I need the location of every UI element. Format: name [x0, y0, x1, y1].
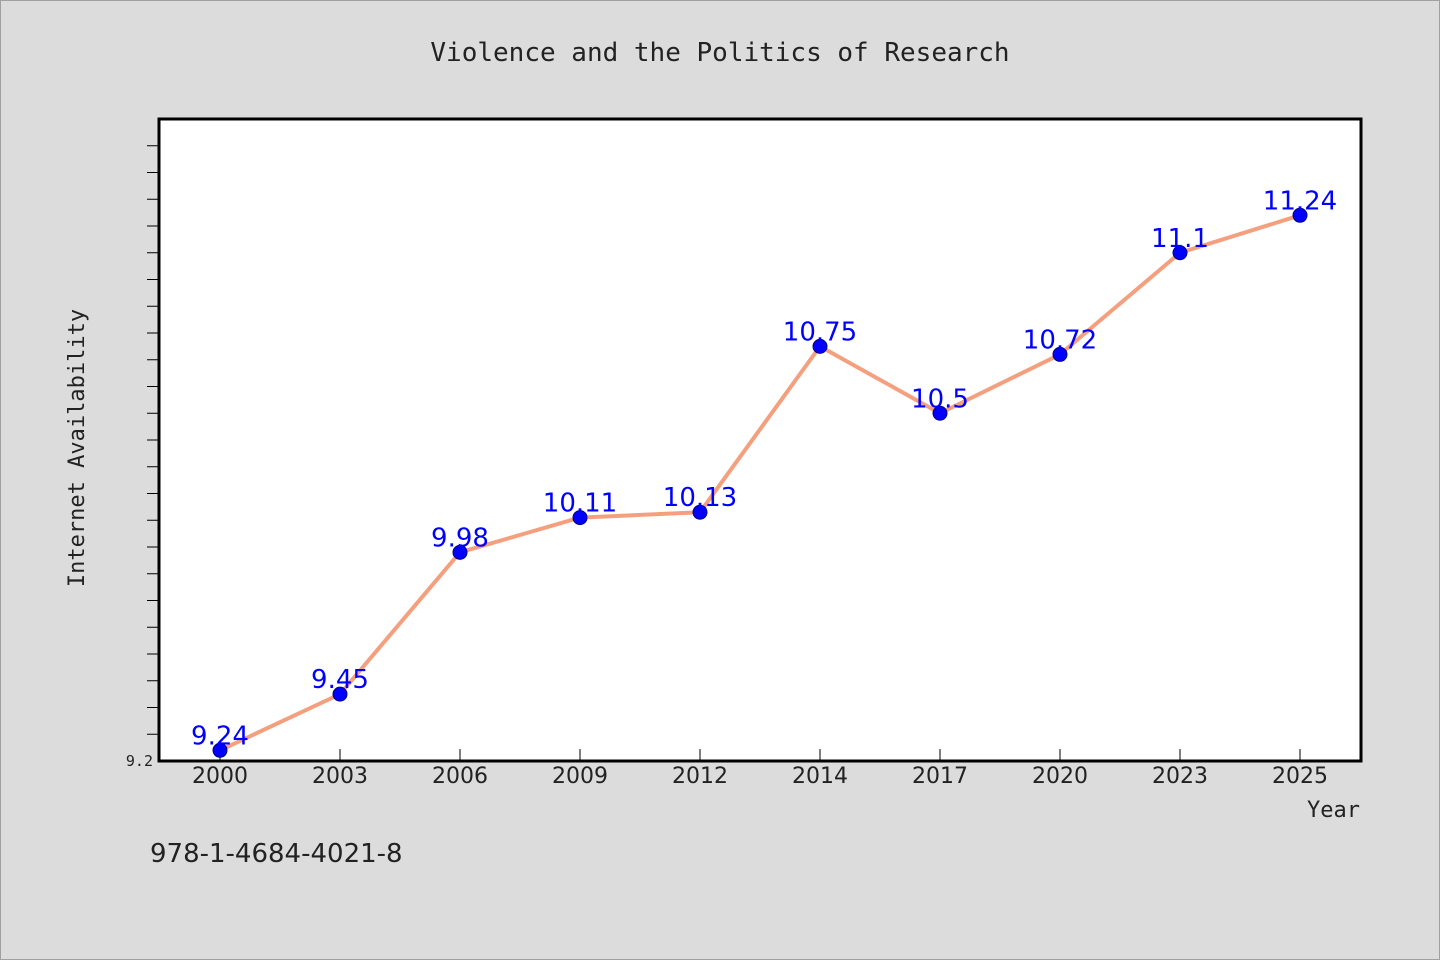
data-label: 10.75	[783, 317, 857, 347]
x-tick-label: 2012	[672, 764, 728, 789]
data-label: 11.1	[1151, 224, 1209, 254]
series-markers	[212, 207, 1308, 758]
data-label: 10.72	[1023, 325, 1097, 355]
x-tick-label: 2014	[792, 764, 848, 789]
data-label: 10.5	[911, 384, 969, 414]
data-label: 11.24	[1263, 186, 1337, 216]
x-tick-label: 2003	[312, 764, 368, 789]
data-point	[692, 504, 708, 520]
data-point	[1292, 207, 1308, 223]
data-point	[1052, 346, 1068, 362]
data-point	[1172, 245, 1188, 261]
data-label: 9.24	[191, 721, 249, 751]
data-label: 10.11	[543, 489, 617, 519]
plot-area	[157, 117, 1363, 763]
data-point	[332, 686, 348, 702]
x-tick-label: 2017	[912, 764, 968, 789]
data-label: 9.45	[311, 665, 369, 695]
x-tick-label: 2000	[192, 764, 248, 789]
y-axis-label: Internet Availability	[65, 309, 90, 587]
data-point	[932, 405, 948, 421]
data-labels: 9.24 9.45 9.98 10.11 10.13 10.75 10.5 10.72 11.1…	[191, 186, 1337, 751]
data-label: 10.13	[663, 483, 737, 513]
x-tick-label: 2023	[1152, 764, 1208, 789]
series-line	[219, 213, 1301, 753]
data-point	[572, 510, 588, 526]
y-axis-ticks	[147, 145, 159, 735]
x-axis-ticks: 2000 2003 2006 2009 2012 2014 2017 2020 2023 2025	[192, 749, 1328, 789]
x-axis-label: Year	[1307, 798, 1360, 823]
data-point	[452, 544, 468, 560]
x-tick-label: 2020	[1032, 764, 1088, 789]
isbn-text: 978-1-4684-4021-8	[150, 839, 403, 869]
data-point	[812, 338, 828, 354]
x-tick-label: 2009	[552, 764, 608, 789]
x-tick-label: 2006	[432, 764, 488, 789]
x-tick-label: 2025	[1272, 764, 1328, 789]
data-point	[212, 742, 228, 758]
y-tick-label: 9.2	[126, 752, 153, 770]
data-label: 9.98	[431, 523, 489, 553]
chart-title: Violence and the Politics of Research	[430, 38, 1009, 68]
